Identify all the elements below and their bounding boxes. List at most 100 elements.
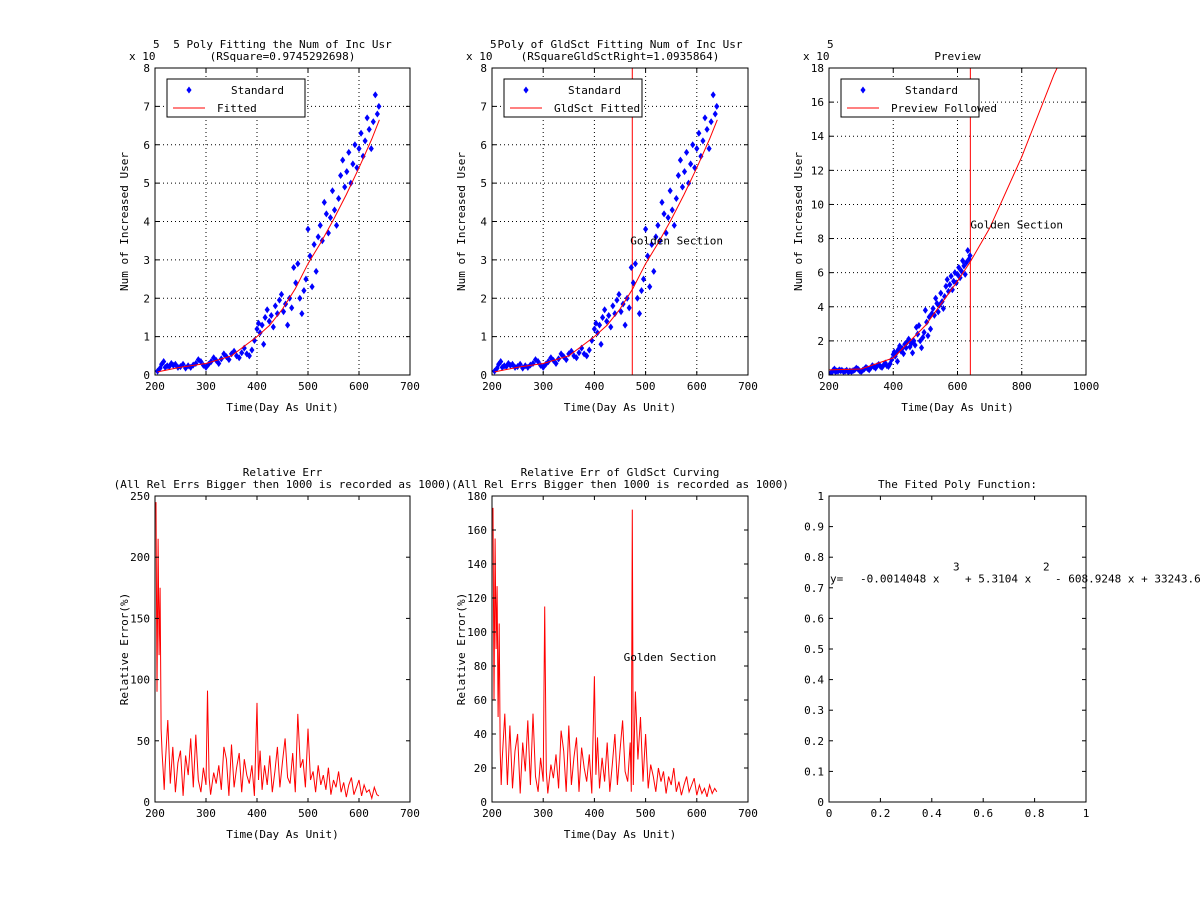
data-point <box>645 252 651 260</box>
x-tick-label: 1000 <box>1073 380 1100 393</box>
data-point <box>655 221 661 229</box>
data-point <box>916 322 922 330</box>
data-point <box>606 312 612 320</box>
exponent-power: 5 <box>490 38 497 51</box>
data-point <box>948 272 954 280</box>
exponent-label: x 10 <box>803 50 830 63</box>
data-point <box>155 367 161 375</box>
data-point <box>172 360 178 368</box>
data-point <box>669 206 675 214</box>
legend-marker-standard <box>186 86 192 94</box>
y-tick-label: 12 <box>811 164 824 177</box>
data-point <box>586 346 592 354</box>
data-point <box>257 329 263 337</box>
axes-box <box>491 495 749 803</box>
x-tick-label: 700 <box>738 807 758 820</box>
data-point <box>249 346 255 354</box>
x-axis-label: Time(Day As Unit) <box>226 401 339 414</box>
y-tick-label: 0.9 <box>804 521 824 534</box>
data-point <box>681 168 688 176</box>
axes-box <box>154 495 411 803</box>
y-axis-label: Relative Error(%) <box>455 593 468 706</box>
y-axis-label: Num of Increased User <box>792 152 805 291</box>
y-tick-label: 150 <box>130 612 150 625</box>
data-point <box>331 206 338 214</box>
data-point <box>291 264 297 272</box>
y-tick-label: 1 <box>143 331 150 344</box>
data-point <box>362 137 368 145</box>
x-tick-label: 600 <box>349 807 369 820</box>
data-point <box>370 118 376 126</box>
data-point <box>917 337 923 345</box>
data-point <box>303 275 309 283</box>
data-point <box>340 156 346 164</box>
data-point <box>918 344 925 352</box>
x-tick-label: 700 <box>738 380 758 393</box>
y-tick-label: 40 <box>474 728 487 741</box>
x-tick-label: 600 <box>687 807 707 820</box>
data-point <box>604 317 610 325</box>
plot-area <box>829 68 1058 375</box>
y-tick-label: 8 <box>143 62 150 75</box>
data-point <box>261 340 267 348</box>
data-point <box>307 252 313 260</box>
data-point <box>608 323 614 331</box>
chart-title: Poly of GldSct Fitting Num of Inc Usr <box>497 38 742 51</box>
data-point <box>246 352 252 360</box>
data-point <box>688 160 694 168</box>
data-point <box>342 183 348 191</box>
data-point <box>293 279 299 287</box>
data-point <box>954 270 961 278</box>
data-point <box>900 350 907 358</box>
data-point <box>366 125 372 133</box>
data-point <box>961 262 967 270</box>
y-axis-label: Num of Increased User <box>455 152 468 291</box>
x-tick-label: 400 <box>247 380 267 393</box>
y-tick-label: 140 <box>467 558 487 571</box>
data-point <box>327 214 334 222</box>
exponent-power: 5 <box>827 38 834 51</box>
data-point <box>614 296 620 304</box>
data-point <box>289 304 295 312</box>
data-point <box>897 342 903 350</box>
data-point <box>350 160 356 168</box>
x-tick-label: 500 <box>298 807 318 820</box>
x-tick-label: 300 <box>196 807 216 820</box>
y-tick-label: 0 <box>143 369 150 382</box>
legend-label-fitted: Preview Followed <box>891 102 997 115</box>
data-point <box>610 302 616 310</box>
data-point <box>616 290 622 298</box>
y-tick-label: 50 <box>137 735 150 748</box>
data-point <box>626 304 632 312</box>
data-point <box>259 321 265 329</box>
data-point <box>944 275 950 283</box>
data-point <box>925 332 931 340</box>
data-point <box>558 350 564 358</box>
data-point <box>203 363 209 371</box>
x-tick-label: 200 <box>482 807 502 820</box>
panel-p4: 200 300 400 500 600 700 0 50 100 150 200 250 Relativ… <box>114 466 452 841</box>
x-tick-label: 600 <box>948 380 968 393</box>
data-point <box>276 296 283 304</box>
formula-exp-3: 3 <box>953 561 960 574</box>
data-point <box>921 328 927 336</box>
data-point <box>571 352 577 360</box>
x-tick-label: 200 <box>482 380 502 393</box>
y-tick-label: 7 <box>143 100 150 113</box>
y-tick-label: 7 <box>480 100 487 113</box>
data-point <box>675 171 681 179</box>
data-point <box>960 257 966 265</box>
y-tick-label: 100 <box>467 626 487 639</box>
data-point <box>280 308 287 316</box>
data-point <box>700 137 706 145</box>
x-tick-label: 300 <box>533 380 553 393</box>
x-tick-label: 300 <box>196 380 216 393</box>
y-tick-label: 0.4 <box>804 674 824 687</box>
y-tick-label: 120 <box>467 592 487 605</box>
formula-term-2: + 5.3104 x <box>965 573 1032 586</box>
chart-subtitle: (RSquare=0.9745292698) <box>210 50 356 63</box>
data-point <box>338 171 344 179</box>
data-point <box>683 148 690 156</box>
x-tick-label: 400 <box>584 807 604 820</box>
chart-title: The Fited Poly Function: <box>878 478 1037 491</box>
